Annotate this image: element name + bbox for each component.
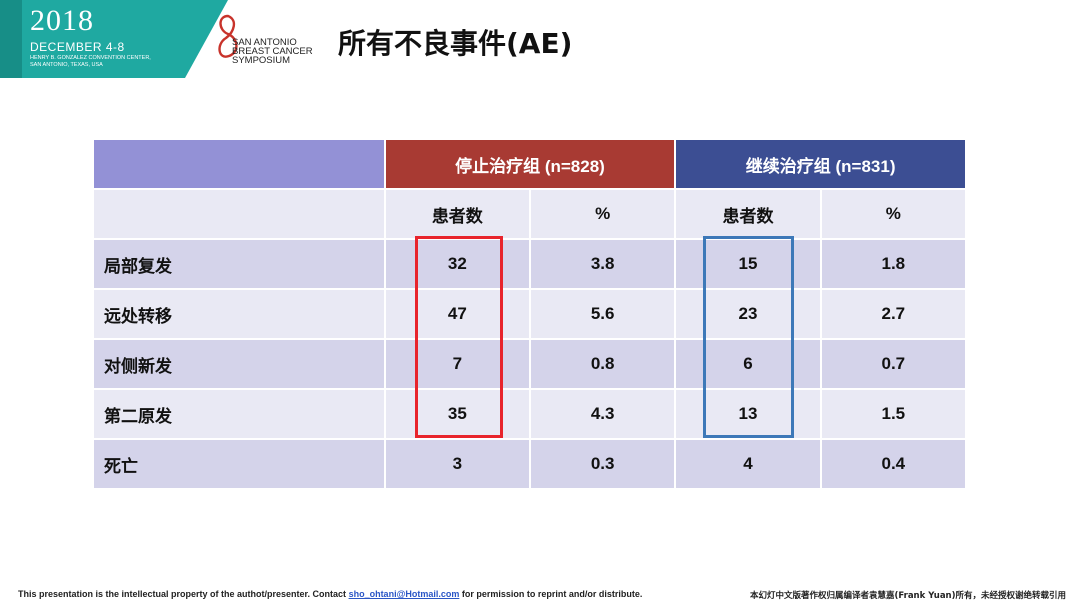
row-label: 远处转移: [94, 288, 384, 338]
cont-pct-cell: 2.7: [819, 288, 965, 338]
cont-count-cell: 4: [674, 438, 820, 488]
row-label: 第二原发: [94, 388, 384, 438]
banner-venue: HENRY B. GONZALEZ CONVENTION CENTER, SAN…: [30, 55, 180, 69]
sub-header-blank: [94, 188, 384, 238]
banner-year: 2018: [30, 4, 94, 37]
group-header-row: 停止治疗组 (n=828) 继续治疗组 (n=831): [94, 140, 965, 188]
banner-dates: DECEMBER 4-8: [30, 40, 125, 54]
cont-pct-cell: 0.4: [819, 438, 965, 488]
table-row: 对侧新发 7 0.8 6 0.7: [94, 338, 965, 388]
contact-email-link[interactable]: sho_ohtani@Hotmail.com: [348, 589, 460, 599]
sub-header-stop-count: 患者数: [383, 188, 529, 238]
stop-pct-cell: 3.8: [528, 238, 675, 288]
banner-venue-line2: SAN ANTONIO, TEXAS, USA: [30, 62, 103, 68]
table-row: 远处转移 47 5.6 23 2.7: [94, 288, 965, 338]
stop-count-cell: 35: [383, 388, 529, 438]
sub-header-row: 患者数 % 患者数 %: [94, 188, 965, 238]
cont-count-cell: 13: [674, 388, 820, 438]
banner-venue-line1: HENRY B. GONZALEZ CONVENTION CENTER,: [30, 55, 151, 61]
cont-count-cell: 23: [674, 288, 820, 338]
logo-line3: SYMPOSIUM: [232, 55, 291, 66]
conference-banner: 2018 DECEMBER 4-8 HENRY B. GONZALEZ CONV…: [0, 0, 230, 78]
stop-pct-cell: 4.3: [528, 388, 675, 438]
stop-count-cell: 7: [383, 338, 529, 388]
banner-shape: [0, 0, 228, 78]
table-row: 第二原发 35 4.3 13 1.5: [94, 388, 965, 438]
sub-header-stop-pct: %: [528, 188, 675, 238]
cont-pct-cell: 1.5: [819, 388, 965, 438]
header-continue-group: 继续治疗组 (n=831): [674, 140, 965, 188]
translation-notice: 本幻灯中文版著作权归属编译者袁慧嘉(Frank Yuan)所有，未经授权谢绝转载…: [749, 591, 1066, 601]
logo-text: SAN ANTONIO BREAST CANCER SYMPOSIUM: [232, 37, 313, 66]
row-label: 局部复发: [94, 238, 384, 288]
cont-pct-cell: 0.7: [819, 338, 965, 388]
copyright-suffix: for permission to reprint and/or distrib…: [459, 589, 643, 599]
logo-line2: BREAST CANCER: [232, 46, 313, 57]
adverse-events-table: 停止治疗组 (n=828) 继续治疗组 (n=831) 患者数 % 患者数 % …: [94, 140, 965, 488]
sub-header-cont-count: 患者数: [674, 188, 820, 238]
table-row: 局部复发 32 3.8 15 1.8: [94, 238, 965, 288]
stop-pct-cell: 0.3: [528, 438, 675, 488]
header-blank-cell: [94, 140, 384, 188]
header-stop-group: 停止治疗组 (n=828): [383, 140, 675, 188]
logo-line1: SAN ANTONIO: [232, 37, 297, 48]
row-label: 死亡: [94, 438, 384, 488]
sabcs-logo: SAN ANTONIO BREAST CANCER SYMPOSIUM: [214, 12, 324, 70]
table-row: 死亡 3 0.3 4 0.4: [94, 438, 965, 488]
cont-count-cell: 6: [674, 338, 820, 388]
stop-pct-cell: 0.8: [528, 338, 675, 388]
slide-title: 所有不良事件(AE): [338, 27, 573, 60]
stop-pct-cell: 5.6: [528, 288, 675, 338]
cont-pct-cell: 1.8: [819, 238, 965, 288]
copyright-notice: This presentation is the intellectual pr…: [18, 589, 642, 599]
stop-count-cell: 32: [383, 238, 529, 288]
ribbon-logo-icon: [218, 14, 238, 58]
sub-header-cont-pct: %: [819, 188, 965, 238]
stop-count-cell: 3: [383, 438, 529, 488]
stop-count-cell: 47: [383, 288, 529, 338]
row-label: 对侧新发: [94, 338, 384, 388]
copyright-prefix: This presentation is the intellectual pr…: [18, 589, 349, 599]
cont-count-cell: 15: [674, 238, 820, 288]
